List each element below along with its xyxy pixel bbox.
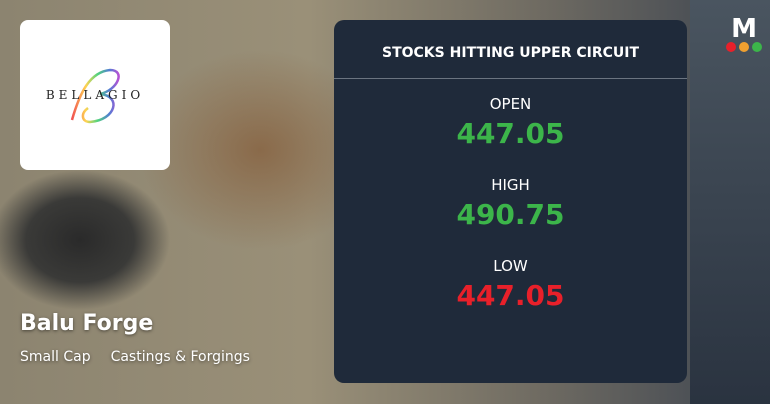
brand-logo: M (724, 14, 764, 54)
logo-text: BELLAGIO (45, 88, 145, 102)
panel-title: STOCKS HITTING UPPER CIRCUIT (334, 20, 687, 79)
market-cap-tag: Small Cap (20, 349, 91, 365)
low-value: 447.05 (456, 279, 565, 312)
low-label: LOW (493, 257, 528, 275)
green-dot-icon (752, 42, 762, 52)
price-panel: STOCKS HITTING UPPER CIRCUIT OPEN 447.05… (334, 20, 687, 383)
open-value: 447.05 (456, 117, 565, 150)
sector-tag: Castings & Forgings (110, 349, 250, 365)
high-label: HIGH (491, 176, 530, 194)
company-name: Balu Forge (20, 311, 154, 336)
orange-dot-icon (739, 42, 749, 52)
company-logo: BELLAGIO (20, 20, 170, 170)
open-label: OPEN (489, 95, 532, 113)
high-value: 490.75 (456, 198, 565, 231)
logo-swirl-icon (70, 68, 120, 124)
company-tags: Small Cap Castings & Forgings (20, 349, 250, 365)
background-chart (690, 0, 770, 404)
red-dot-icon (726, 42, 736, 52)
brand-letter: M (731, 14, 757, 44)
